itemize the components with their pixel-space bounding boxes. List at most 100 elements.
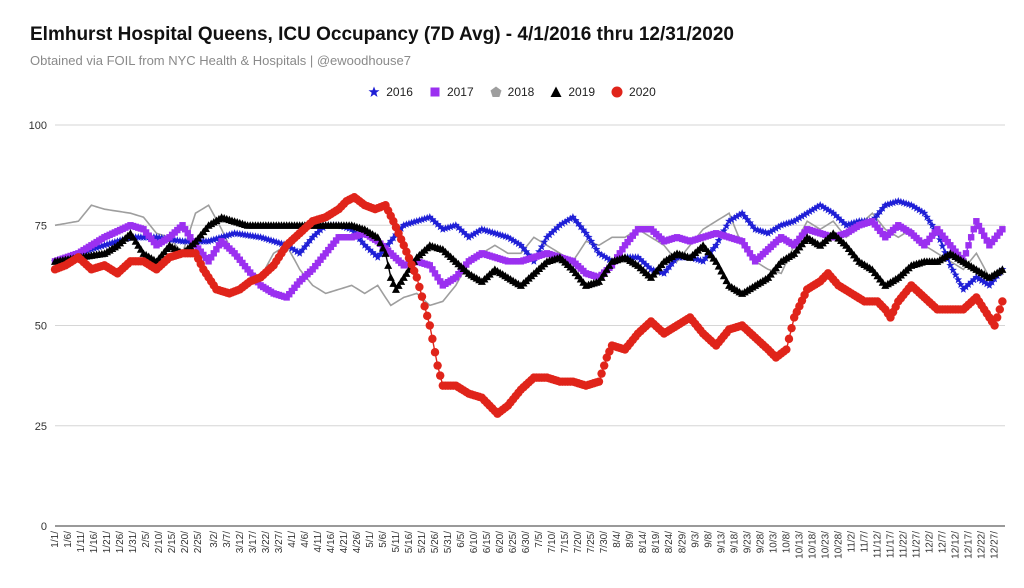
- data-point-2016: [719, 226, 728, 235]
- data-point-2016: [732, 212, 741, 220]
- data-point-2016: [212, 234, 221, 243]
- data-point-2016: [727, 215, 736, 223]
- data-point-2017: [624, 238, 631, 246]
- data-point-2016: [709, 244, 718, 252]
- x-tick-label: 10/8/: [781, 531, 792, 553]
- data-point-2016: [506, 234, 515, 243]
- data-point-2017: [325, 246, 332, 254]
- legend-item-2020[interactable]: 2020: [611, 85, 656, 99]
- data-point-2017: [288, 287, 296, 295]
- data-point-2017: [200, 251, 207, 259]
- data-point-2016: [946, 261, 955, 269]
- data-point-2016: [298, 245, 307, 254]
- x-tick-label: 1/11/: [76, 531, 87, 553]
- data-point-2017: [629, 232, 637, 239]
- data-point-2017: [991, 235, 998, 243]
- data-point-2017: [148, 235, 155, 243]
- y-tick-label: 25: [35, 421, 47, 433]
- data-point-2019: [600, 269, 609, 277]
- triangle-marker-icon: [550, 86, 562, 97]
- data-point-2016: [831, 211, 840, 219]
- data-point-2019: [714, 262, 723, 270]
- data-point-2017: [327, 243, 335, 251]
- data-point-2016: [941, 248, 950, 256]
- data-point-2016: [699, 257, 708, 265]
- data-point-2016: [467, 231, 476, 240]
- data-point-2016: [667, 259, 676, 268]
- legend-item-2016[interactable]: 2016: [368, 85, 413, 99]
- data-point-2016: [826, 207, 835, 215]
- data-point-2019: [594, 277, 603, 285]
- data-point-2017: [970, 226, 977, 233]
- data-point-2016: [405, 219, 413, 227]
- data-point-2017: [962, 250, 970, 257]
- data-point-2017: [874, 224, 881, 231]
- data-point-2017: [744, 246, 751, 253]
- data-point-2016: [386, 237, 395, 245]
- x-tick-label: 4/21/: [339, 531, 350, 553]
- data-point-2020: [995, 305, 1004, 314]
- data-point-2016: [509, 236, 518, 244]
- data-point-2019: [998, 265, 1007, 273]
- data-point-2016: [818, 202, 827, 211]
- data-point-2016: [837, 216, 845, 224]
- x-tick-label: 7/20/: [573, 531, 584, 553]
- data-point-2017: [429, 266, 436, 273]
- data-point-2016: [105, 239, 114, 248]
- data-point-2017: [978, 227, 985, 235]
- data-point-2017: [793, 238, 800, 246]
- data-point-2016: [300, 242, 309, 251]
- data-point-2016: [597, 250, 606, 259]
- x-tick-label: 4/16/: [326, 531, 337, 553]
- y-tick-label: 50: [35, 321, 47, 333]
- data-point-2016: [423, 213, 432, 222]
- data-point-2016: [563, 216, 572, 224]
- data-point-2017: [967, 234, 975, 241]
- x-tick-label: 5/11/: [391, 531, 402, 553]
- data-point-2016: [438, 225, 447, 233]
- data-point-2016: [462, 230, 471, 239]
- data-point-2017: [608, 262, 616, 269]
- x-tick-label: 2/25/: [193, 531, 204, 553]
- data-point-2016: [967, 278, 976, 286]
- data-point-2016: [907, 201, 916, 209]
- data-point-2017: [988, 238, 996, 246]
- legend-item-2019[interactable]: 2019: [550, 85, 595, 99]
- x-tick-label: 8/14/: [638, 531, 649, 553]
- data-point-2016: [821, 204, 830, 212]
- data-point-2016: [798, 212, 806, 220]
- x-tick-label: 3/27/: [274, 531, 285, 553]
- data-point-2016: [222, 231, 231, 240]
- data-point-2017: [801, 229, 808, 236]
- data-point-2016: [306, 236, 315, 244]
- legend-item-2017[interactable]: 2017: [429, 85, 474, 99]
- legend-item-2018[interactable]: 2018: [490, 85, 534, 99]
- x-tick-label: 11/27/: [912, 531, 923, 558]
- x-tick-label: 3/17/: [248, 531, 259, 553]
- data-point-2016: [373, 253, 382, 261]
- x-tick-label: 4/26/: [352, 531, 363, 553]
- data-point-2016: [772, 224, 780, 232]
- x-tick-label: 2/10/: [154, 531, 165, 553]
- data-point-2017: [973, 218, 980, 225]
- legend-label-2019: 2019: [568, 85, 596, 99]
- data-point-2016: [969, 275, 978, 284]
- data-point-2016: [555, 221, 564, 229]
- x-tick-label: 6/15/: [482, 531, 493, 553]
- x-tick-label: 3/22/: [261, 531, 272, 553]
- data-point-2016: [311, 230, 320, 239]
- data-point-2017: [244, 266, 251, 273]
- data-point-2016: [644, 262, 653, 271]
- data-point-2016: [834, 213, 843, 222]
- data-point-2017: [949, 245, 957, 252]
- data-point-2016: [228, 229, 236, 238]
- x-tick-label: 12/2/: [925, 531, 936, 553]
- data-point-2016: [889, 198, 898, 207]
- data-point-2016: [511, 237, 520, 246]
- x-tick-label: 11/7/: [859, 531, 870, 553]
- data-point-2016: [220, 232, 229, 240]
- data-point-2020: [992, 313, 1002, 322]
- data-point-2020: [399, 241, 408, 250]
- data-point-2016: [449, 221, 458, 230]
- data-point-2017: [790, 242, 798, 249]
